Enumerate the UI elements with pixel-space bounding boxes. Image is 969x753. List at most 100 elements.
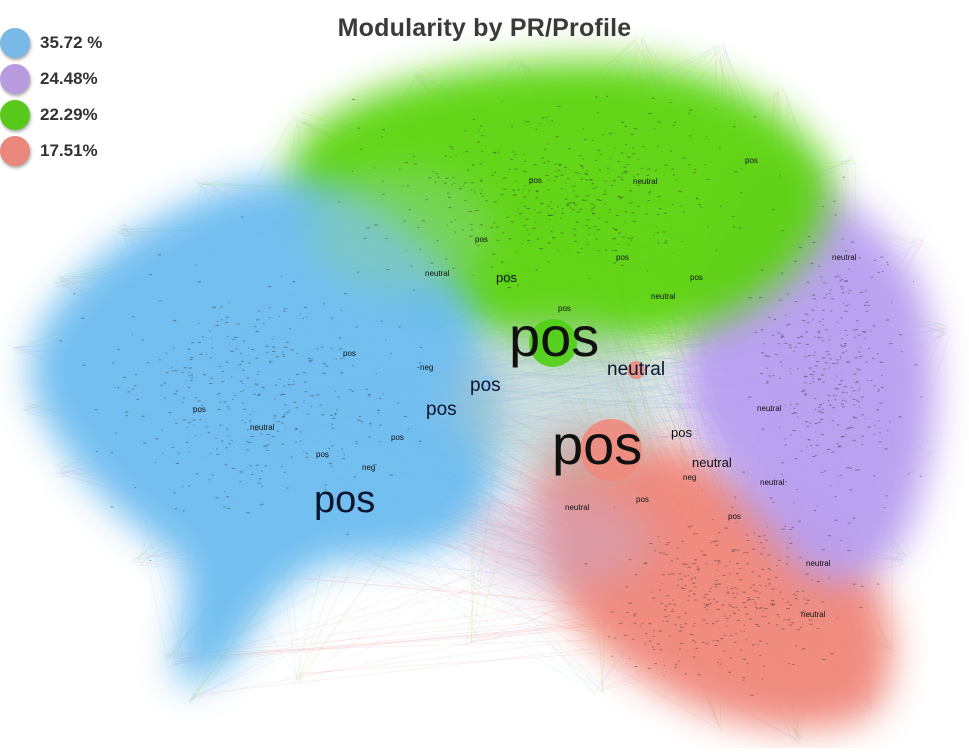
graph-node	[770, 569, 771, 570]
node-label: pos	[470, 375, 501, 396]
graph-node	[111, 452, 113, 453]
graph-node	[479, 130, 480, 131]
graph-node	[744, 625, 746, 626]
graph-node	[283, 356, 285, 357]
graph-node	[592, 140, 594, 141]
graph-node	[705, 605, 708, 606]
graph-node	[622, 237, 625, 238]
legend-item: 35.72 %	[0, 28, 130, 60]
graph-node	[456, 155, 457, 156]
graph-node	[377, 410, 380, 411]
graph-node	[766, 383, 769, 384]
graph-node	[761, 269, 764, 270]
graph-node	[505, 177, 506, 178]
graph-node	[767, 368, 768, 369]
graph-node	[374, 168, 376, 169]
graph-node	[555, 163, 556, 164]
graph-node	[349, 389, 351, 390]
graph-node	[773, 502, 775, 503]
graph-node	[674, 252, 675, 253]
graph-node	[574, 204, 577, 205]
graph-node	[659, 631, 662, 632]
graph-node	[693, 594, 696, 595]
graph-node	[221, 319, 223, 320]
graph-node	[359, 416, 361, 417]
graph-node	[780, 273, 783, 274]
node-label: pos	[496, 270, 517, 285]
graph-node	[164, 398, 166, 399]
graph-node	[677, 547, 679, 548]
graph-node	[767, 526, 768, 527]
graph-node	[529, 190, 531, 191]
graph-node	[671, 611, 674, 612]
graph-node	[593, 188, 596, 189]
graph-node	[558, 165, 561, 166]
graph-node	[767, 579, 770, 580]
graph-node	[874, 385, 876, 386]
graph-node	[407, 185, 410, 186]
graph-node	[468, 211, 471, 212]
graph-node	[534, 164, 537, 165]
graph-node	[595, 187, 597, 188]
graph-node	[782, 529, 785, 530]
graph-node	[787, 294, 789, 295]
graph-node	[879, 432, 881, 433]
graph-node	[735, 633, 736, 634]
graph-node	[844, 280, 847, 281]
graph-node	[748, 297, 752, 298]
graph-node	[282, 394, 285, 395]
node-label: pos	[671, 425, 692, 440]
graph-node	[792, 430, 795, 431]
graph-node	[590, 179, 593, 180]
graph-node	[812, 295, 815, 296]
node-label: pos	[558, 304, 571, 313]
graph-node	[877, 272, 880, 273]
graph-node	[625, 211, 627, 212]
graph-node	[824, 470, 826, 471]
graph-node	[858, 369, 861, 370]
graph-node	[706, 623, 708, 624]
graph-node	[524, 206, 527, 207]
node-label: pos	[728, 512, 741, 521]
graph-node	[198, 281, 201, 282]
graph-node	[265, 346, 268, 347]
graph-node	[746, 534, 748, 535]
graph-node	[215, 438, 217, 439]
graph-node	[647, 200, 650, 201]
graph-node	[692, 634, 694, 635]
graph-node	[580, 165, 582, 166]
graph-node	[752, 599, 754, 600]
graph-node	[836, 443, 839, 444]
graph-node	[654, 663, 657, 664]
graph-node	[216, 325, 220, 326]
graph-node	[653, 630, 654, 631]
graph-node	[823, 283, 825, 284]
graph-node	[718, 532, 720, 533]
graph-node	[599, 200, 601, 201]
graph-node	[817, 628, 819, 629]
graph-node	[413, 156, 415, 157]
graph-node	[472, 275, 473, 276]
graph-node	[856, 320, 858, 321]
graph-node	[228, 408, 229, 409]
graph-node	[788, 324, 791, 325]
graph-node	[481, 135, 483, 136]
graph-node	[142, 340, 144, 341]
graph-node	[851, 242, 854, 243]
graph-node	[627, 238, 630, 239]
graph-node	[240, 472, 243, 473]
graph-node	[600, 154, 602, 155]
graph-node	[565, 199, 568, 200]
graph-node	[217, 409, 220, 410]
graph-node	[739, 228, 742, 229]
graph-node	[174, 492, 176, 493]
graph-node	[190, 357, 193, 358]
graph-node	[243, 340, 245, 341]
graph-node	[685, 585, 686, 586]
graph-node	[828, 400, 829, 401]
graph-node	[664, 616, 667, 617]
graph-node	[250, 414, 251, 415]
graph-node	[390, 475, 393, 476]
graph-node	[541, 158, 543, 159]
graph-node	[368, 436, 371, 437]
